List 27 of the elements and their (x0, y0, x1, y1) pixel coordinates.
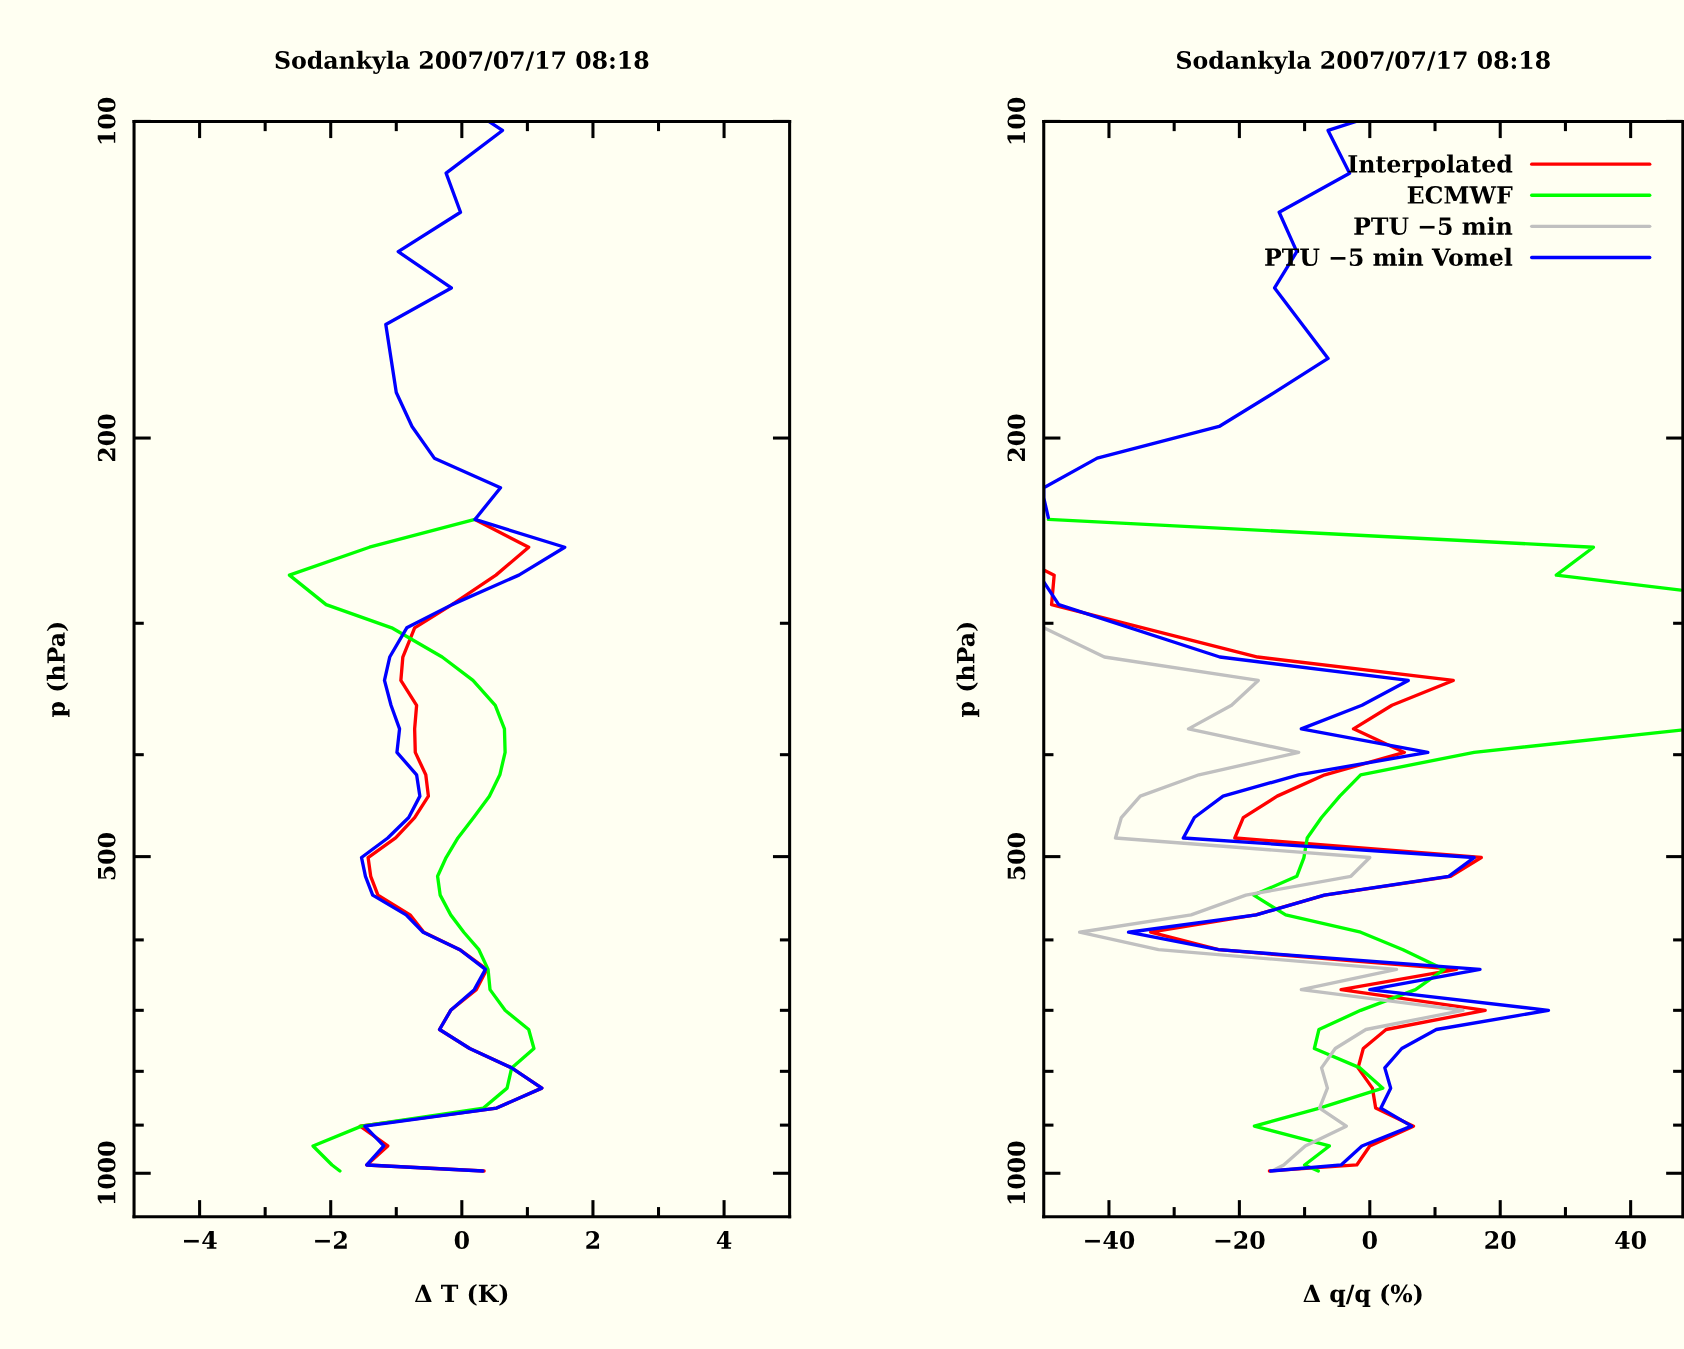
y-tick-label: 500 (1007, 833, 1026, 880)
y-tick-label: 200 (1007, 414, 1026, 462)
x-tick-label: 2 (586, 1231, 600, 1249)
chart-title: Sodankyla 2007/07/17 08:18 (1177, 50, 1550, 74)
x-tick-label: −20 (1215, 1231, 1265, 1249)
y-axis-title: p (hPa) (956, 623, 980, 717)
y-tick-label: 500 (97, 833, 116, 880)
x-tick-label: 0 (454, 1231, 469, 1249)
x-tick-label: −40 (1085, 1231, 1135, 1249)
y-axis-title: p (hPa) (46, 623, 70, 717)
text: Interpolated (1348, 154, 1513, 178)
y-tick-label: 200 (97, 414, 116, 462)
x-tick-label: −4 (184, 1231, 217, 1249)
x-tick-label: 40 (1615, 1231, 1646, 1249)
x-tick-label: 20 (1485, 1231, 1516, 1249)
y-tick-label: 100 (97, 97, 116, 144)
text: PTU −5 min (1354, 216, 1513, 235)
x-axis-title: Δ q/q (%) (1303, 1284, 1422, 1307)
text: ECMWF (1407, 186, 1513, 204)
x-tick-label: 0 (1362, 1231, 1377, 1249)
y-tick-label: 100 (1007, 97, 1026, 144)
chart-title: Sodankyla 2007/07/17 08:18 (275, 50, 649, 74)
y-tick-label: 1000 (1007, 1141, 1026, 1204)
x-tick-label: 4 (716, 1231, 732, 1249)
y-tick-label: 1000 (97, 1141, 116, 1204)
x-axis-title: Δ T (K) (414, 1284, 508, 1306)
x-tick-label: −2 (315, 1231, 347, 1249)
